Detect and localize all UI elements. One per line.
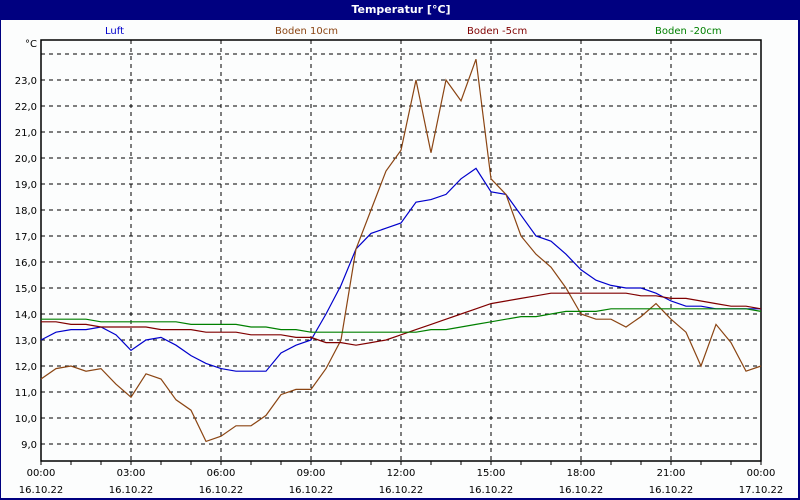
luft-line [40,167,761,372]
x-tick-time: 03:00 [117,468,146,479]
y-tick-label: 18,0 [15,206,37,217]
x-tick-time: 09:00 [297,468,326,479]
y-tick-label: 13,0 [15,336,37,347]
legend-boden-10cm: Boden 10cm [275,26,338,37]
y-tick-label: 17,0 [15,232,37,243]
y-tick-label: 23,0 [15,76,37,87]
x-tick-date: 16.10.22 [469,485,514,496]
x-tick-time: 15:00 [477,468,506,479]
x-tick-date: 16.10.22 [379,485,424,496]
y-tick-label: 22,0 [15,102,37,113]
legend-luft: Luft [105,26,124,37]
x-tick-date: 16.10.22 [19,485,64,496]
y-tick-label: 15,0 [15,284,37,295]
legend-boden-20cm: Boden -20cm [655,26,722,37]
y-tick-label: 16,0 [15,258,37,269]
x-tick-time: 12:00 [387,468,416,479]
y-tick-label: 19,0 [15,180,37,191]
x-tick-date: 16.10.22 [649,485,694,496]
y-axis-unit: °C [25,39,37,50]
y-tick-label: 12,0 [15,362,37,373]
boden-10cm-line [40,58,762,443]
x-tick-date: 16.10.22 [559,485,604,496]
x-tick-time: 06:00 [207,468,236,479]
y-tick-label: 10,0 [15,414,37,425]
x-tick-time: 00:00 [747,468,776,479]
legend-boden-5cm: Boden -5cm [467,26,528,37]
x-tick-date: 17.10.22 [739,485,784,496]
y-tick-label: 20,0 [15,154,37,165]
x-tick-date: 16.10.22 [199,485,244,496]
chart-title: Temperatur [°C] [1,0,800,20]
x-tick-time: 21:00 [657,468,686,479]
boden-20cm-line [41,308,762,333]
x-tick-date: 16.10.22 [109,485,154,496]
x-tick-time: 18:00 [567,468,596,479]
x-tick-time: 00:00 [27,468,56,479]
y-tick-label: 21,0 [15,128,37,139]
y-tick-label: 11,0 [15,388,37,399]
plot-frame [40,39,762,462]
x-tick-date: 16.10.22 [289,485,334,496]
y-tick-label: 9,0 [21,440,37,451]
boden-5cm-line [41,292,762,346]
y-tick-label: 14,0 [15,310,37,321]
